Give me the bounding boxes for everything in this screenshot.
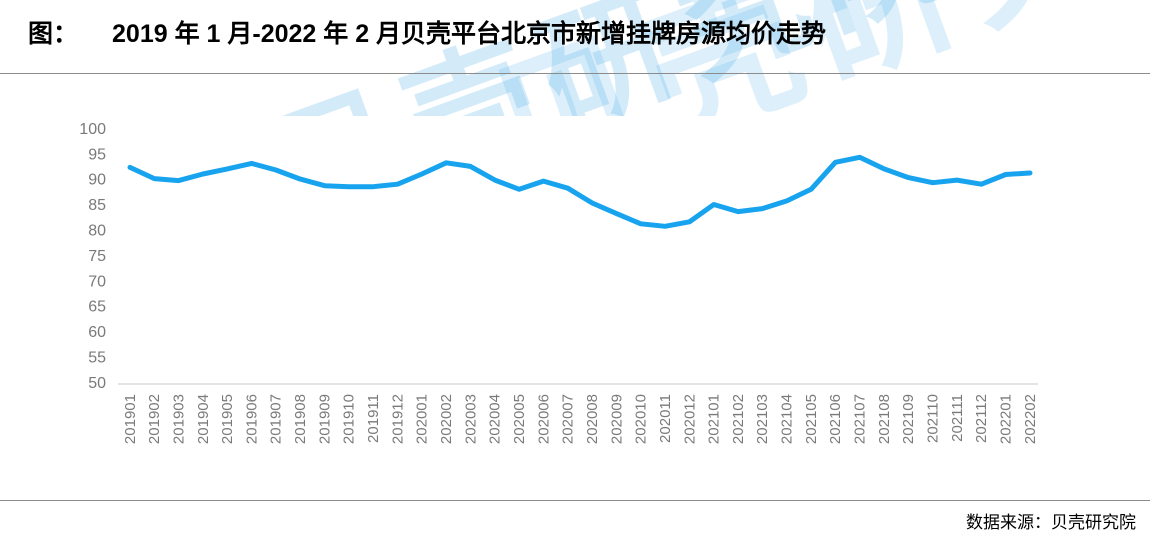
y-axis-tick-label: 60 xyxy=(88,324,106,341)
x-axis-tick-label: 202106 xyxy=(827,394,844,444)
x-axis-tick-label: 202202 xyxy=(1022,394,1039,444)
x-axis-tick-label: 202103 xyxy=(754,394,771,444)
price-trend-line xyxy=(127,154,1033,229)
y-axis-tick-label: 55 xyxy=(88,350,106,367)
figure-title-prefix: 图： xyxy=(28,20,79,48)
x-axis-tick-label: 202009 xyxy=(608,394,625,444)
y-axis-tick-label: 65 xyxy=(88,299,106,316)
x-axis-tick-label: 202001 xyxy=(414,394,431,444)
y-axis-tick-label: 90 xyxy=(88,172,106,189)
x-axis-tick-label: 202104 xyxy=(779,394,796,444)
x-axis-tick-label: 202004 xyxy=(487,394,504,444)
data-source-note: 数据来源：贝壳研究院 xyxy=(966,513,1136,532)
x-axis-tick-label: 201902 xyxy=(146,394,163,444)
bottom-divider-line xyxy=(0,500,1150,501)
top-divider-line xyxy=(0,73,1150,74)
x-axis-tick-label: 202105 xyxy=(803,394,820,444)
x-axis-tick-label: 202107 xyxy=(852,394,869,444)
x-axis-tick-label: 201903 xyxy=(170,394,187,444)
x-axis-tick-label: 202012 xyxy=(681,394,698,444)
figure-title-text: 2019 年 1 月-2022 年 2 月贝壳平台北京市新增挂牌房源均价走势 xyxy=(112,20,827,48)
x-axis-tick-label: 201912 xyxy=(389,394,406,444)
x-axis-tick-label: 201901 xyxy=(122,394,139,444)
x-axis-tick-label: 202006 xyxy=(535,394,552,444)
x-axis-tick-label: 201909 xyxy=(316,394,333,444)
y-axis-tick-label: 85 xyxy=(88,197,106,214)
x-axis-tick-label: 202111 xyxy=(949,394,966,442)
x-axis-tick-label: 201906 xyxy=(243,394,260,444)
x-axis-tick-label: 202003 xyxy=(462,394,479,444)
y-axis-tick-label: 80 xyxy=(88,223,106,240)
x-axis-tick-label: 202201 xyxy=(997,394,1014,444)
x-axis-tick-label: 202109 xyxy=(900,394,917,444)
x-axis-tick-label: 202002 xyxy=(438,394,455,444)
x-axis-tick-label: 202110 xyxy=(925,394,942,443)
y-axis-tick-label: 75 xyxy=(88,248,106,265)
figure-title: 图： 2019 年 1 月-2022 年 2 月贝壳平台北京市新增挂牌房源均价走势 xyxy=(28,14,826,50)
x-axis-tick-label: 201911 xyxy=(365,394,382,443)
x-axis-tick-label: 202108 xyxy=(876,394,893,444)
x-axis-tick-label: 202112 xyxy=(973,394,990,443)
x-axis-tick-label: 202008 xyxy=(584,394,601,444)
x-axis-tick-label: 201904 xyxy=(195,394,212,444)
x-axis-tick-label: 201910 xyxy=(341,394,358,444)
y-axis-tick-label: 70 xyxy=(88,273,106,290)
x-axis-tick-label: 202102 xyxy=(730,394,747,444)
x-axis-tick-label: 202005 xyxy=(511,394,528,444)
x-axis-tick-label: 201907 xyxy=(268,394,285,444)
y-axis-tick-label: 50 xyxy=(88,375,106,392)
x-axis-tick-label: 202010 xyxy=(633,394,650,444)
x-axis-tick-label: 202101 xyxy=(706,394,723,444)
x-axis-tick-label: 202007 xyxy=(560,394,577,444)
y-axis-tick-label: 95 xyxy=(88,146,106,163)
x-axis-tick-label: 202011 xyxy=(657,394,674,443)
y-axis-tick-label: 100 xyxy=(79,121,106,138)
x-axis-tick-label: 201905 xyxy=(219,394,236,444)
x-axis-tick-label: 201908 xyxy=(292,394,309,444)
